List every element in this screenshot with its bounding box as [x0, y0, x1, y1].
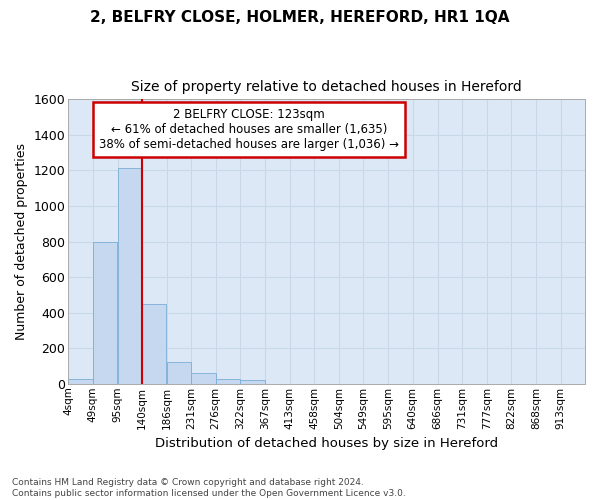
Bar [167, 362, 191, 384]
Y-axis label: Number of detached properties: Number of detached properties [15, 143, 28, 340]
Bar [68, 380, 92, 384]
Text: Contains HM Land Registry data © Crown copyright and database right 2024.
Contai: Contains HM Land Registry data © Crown c… [12, 478, 406, 498]
X-axis label: Distribution of detached houses by size in Hereford: Distribution of detached houses by size … [155, 437, 498, 450]
Bar [142, 304, 166, 384]
Text: 2 BELFRY CLOSE: 123sqm
← 61% of detached houses are smaller (1,635)
38% of semi-: 2 BELFRY CLOSE: 123sqm ← 61% of detached… [99, 108, 399, 151]
Title: Size of property relative to detached houses in Hereford: Size of property relative to detached ho… [131, 80, 522, 94]
Bar [241, 380, 265, 384]
Bar [92, 242, 117, 384]
Bar [118, 168, 142, 384]
Text: 2, BELFRY CLOSE, HOLMER, HEREFORD, HR1 1QA: 2, BELFRY CLOSE, HOLMER, HEREFORD, HR1 1… [90, 10, 510, 25]
Bar [191, 373, 215, 384]
Bar [215, 380, 240, 384]
